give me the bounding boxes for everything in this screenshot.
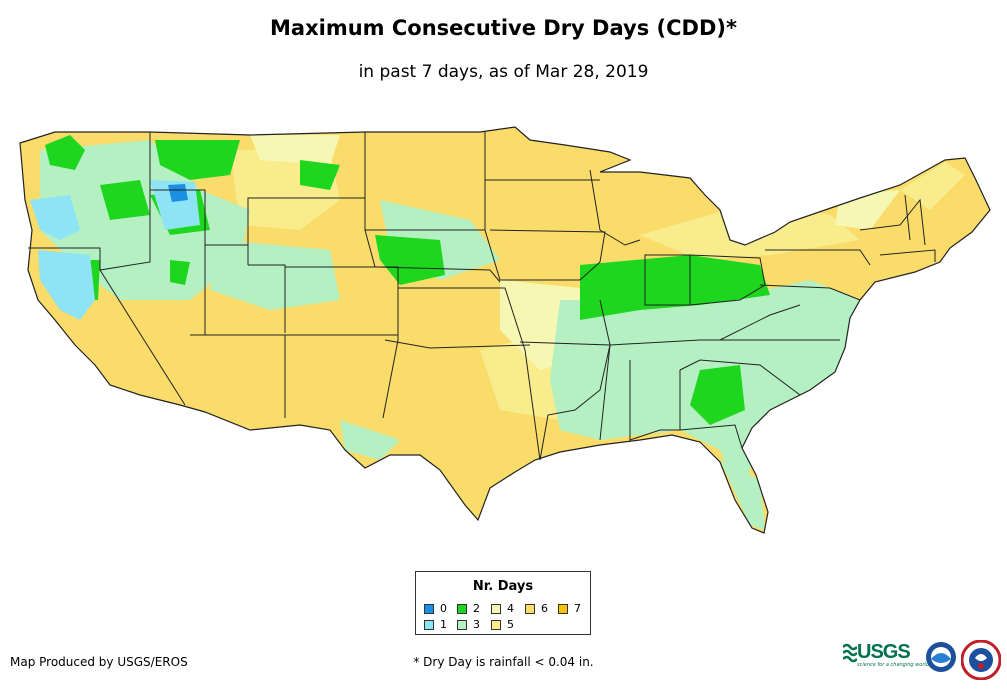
legend-label: 1 bbox=[440, 618, 447, 631]
legend-label: 5 bbox=[507, 618, 514, 631]
zone-2-days bbox=[100, 180, 150, 220]
dry-day-footnote: * Dry Day is rainfall < 0.04 in. bbox=[413, 655, 594, 669]
map-credit: Map Produced by USGS/EROS bbox=[10, 655, 188, 669]
legend: Nr. Days 0 1 2 3 4 5 6 7 bbox=[415, 571, 591, 635]
zone-4-days bbox=[250, 135, 340, 165]
legend-swatch bbox=[424, 604, 434, 614]
legend-label: 7 bbox=[574, 602, 581, 615]
zone-2-days bbox=[45, 135, 85, 170]
legend-label: 0 bbox=[440, 602, 447, 615]
map-subtitle: in past 7 days, as of Mar 28, 2019 bbox=[358, 62, 649, 82]
usgs-wordmark: USGS bbox=[857, 641, 911, 663]
legend-item-5: 5 bbox=[491, 618, 514, 631]
legend-label: 4 bbox=[507, 602, 514, 615]
zone-2-days bbox=[580, 255, 770, 320]
zone-1-days bbox=[38, 250, 95, 320]
usgs-wave-icon bbox=[843, 643, 857, 663]
legend-label: 3 bbox=[473, 618, 480, 631]
legend-swatch bbox=[558, 604, 568, 614]
legend-swatch bbox=[457, 604, 467, 614]
legend-item-1: 1 bbox=[424, 618, 447, 631]
zone-1-days bbox=[30, 195, 80, 240]
nws-logo-icon bbox=[961, 640, 1001, 680]
usgs-tagline: science for a changing world bbox=[857, 662, 929, 668]
zone-2-days bbox=[155, 140, 240, 180]
zone-3-days bbox=[340, 420, 400, 460]
zone-2-days bbox=[170, 260, 190, 285]
zone-5-days bbox=[900, 162, 965, 210]
legend-swatch bbox=[491, 620, 501, 630]
usgs-logo: USGS science for a changing world bbox=[843, 641, 929, 668]
legend-swatch bbox=[424, 620, 434, 630]
zone-0-days bbox=[168, 184, 188, 202]
zone-3-days bbox=[210, 240, 340, 310]
noaa-logo-icon bbox=[926, 642, 956, 672]
legend-swatch bbox=[491, 604, 501, 614]
legend-label: 2 bbox=[473, 602, 480, 615]
legend-swatch bbox=[457, 620, 467, 630]
legend-item-6: 6 bbox=[525, 602, 548, 615]
legend-title: Nr. Days bbox=[472, 579, 534, 594]
zone-1-days bbox=[150, 180, 200, 230]
legend-item-0: 0 bbox=[424, 602, 447, 615]
zone-3-days bbox=[720, 460, 765, 530]
legend-item-3: 3 bbox=[457, 618, 480, 631]
legend-item-7: 7 bbox=[558, 602, 581, 615]
legend-item-2: 2 bbox=[457, 602, 480, 615]
state-boundaries bbox=[19, 126, 991, 534]
zone-2-days bbox=[690, 365, 745, 425]
map-title: Maximum Consecutive Dry Days (CDD)* bbox=[270, 16, 737, 40]
legend-label: 6 bbox=[541, 602, 548, 615]
zone-2-days bbox=[300, 160, 340, 190]
legend-item-4: 4 bbox=[491, 602, 514, 615]
dry-days-surface bbox=[20, 127, 990, 533]
legend-swatch bbox=[525, 604, 535, 614]
zone-2-days bbox=[375, 235, 445, 285]
